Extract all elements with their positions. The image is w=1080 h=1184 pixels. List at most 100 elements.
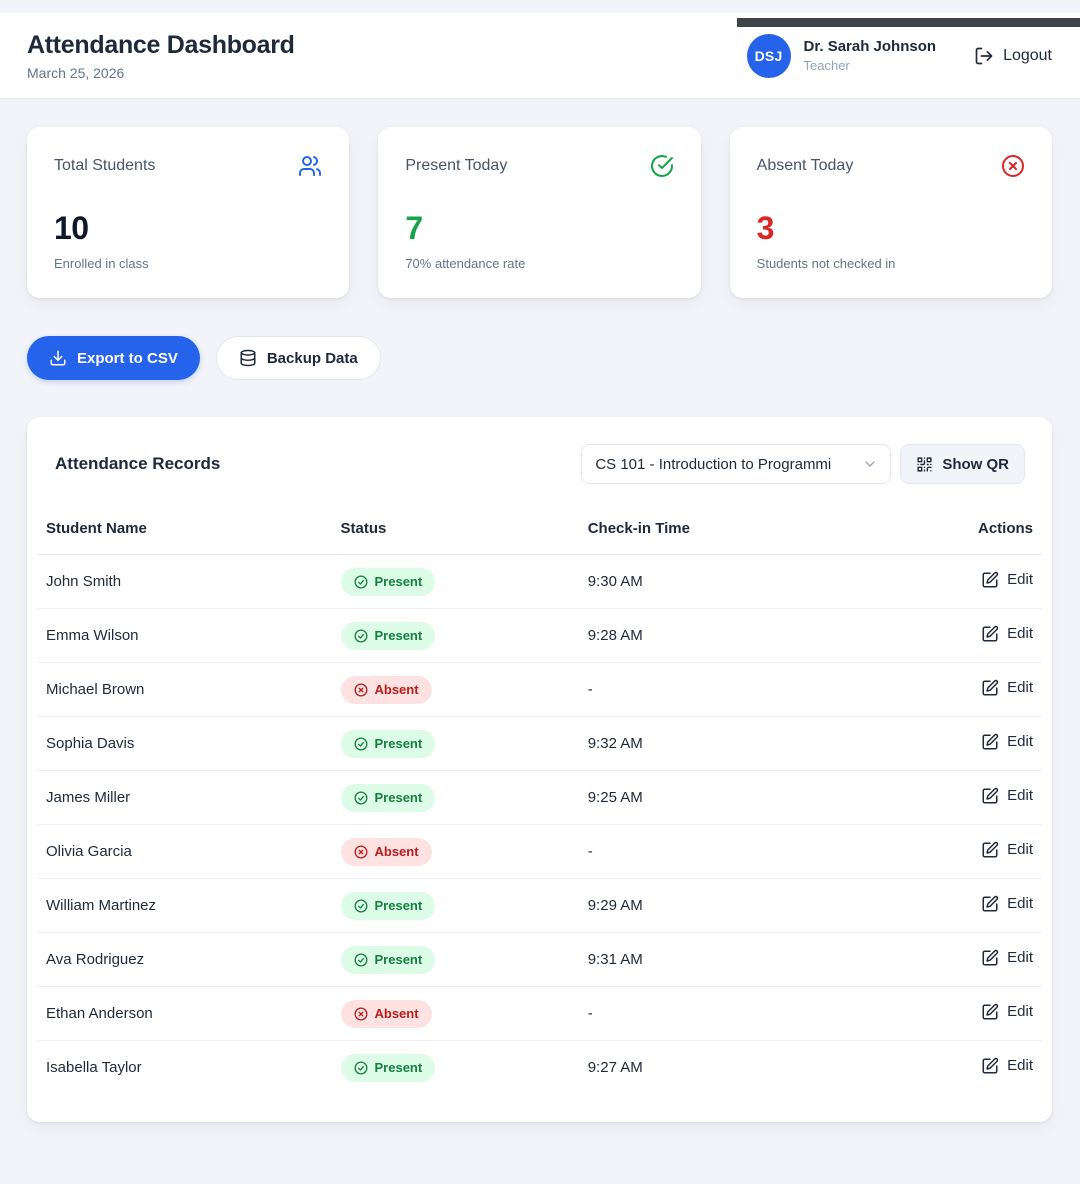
student-name: Isabella Taylor [46, 1059, 142, 1077]
logout-icon [974, 46, 994, 66]
stat-subtitle: 70% attendance rate [405, 256, 526, 271]
status-badge: Absent [340, 675, 432, 704]
student-name: John Smith [46, 573, 122, 590]
edit-icon [981, 625, 999, 643]
badge-check-icon [354, 737, 368, 751]
status-badge: Present [340, 1053, 436, 1082]
stat-value: 3 [756, 210, 775, 246]
checkin-time: 9:29 AM [587, 897, 643, 914]
edit-icon [981, 895, 999, 913]
edit-button[interactable]: Edit [981, 679, 1033, 697]
badge-check-icon [354, 953, 368, 967]
chevron-down-icon [862, 456, 878, 472]
student-name: Olivia Garcia [46, 843, 132, 860]
student-name: James Miller [46, 789, 131, 806]
status-badge: Present [340, 891, 436, 920]
attendance-table-body: John Smith Present 9:30 AM Edit Em [37, 554, 1042, 1095]
avatar: DSJ [746, 33, 791, 78]
class-select-value: CS 101 - Introduction to Programmi [595, 455, 832, 473]
table-row: James Miller Present 9:25 AM Edit [37, 770, 1042, 825]
edit-icon [981, 841, 999, 859]
table-row: Emma Wilson Present 9:28 AM Edit [37, 608, 1042, 663]
attendance-table: Student Name Status Check-in Time Action… [37, 510, 1042, 1095]
column-checkin-time: Check-in Time [587, 510, 900, 555]
stats-grid: Total Students 10 Enrolled in class Pres… [27, 127, 1052, 298]
main-content: Total Students 10 Enrolled in class Pres… [0, 98, 1080, 1122]
backup-data-button[interactable]: Backup Data [215, 336, 381, 380]
edit-button[interactable]: Edit [981, 733, 1033, 751]
edit-button[interactable]: Edit [981, 895, 1033, 913]
table-row: Michael Brown Absent - Edit [37, 662, 1042, 717]
edit-label: Edit [1007, 787, 1033, 804]
user-chip: DSJ Dr. Sarah Johnson Teacher [746, 33, 937, 78]
stat-label: Total Students [54, 157, 156, 174]
page-date: March 25, 2026 [27, 64, 125, 81]
stat-card-total-students: Total Students 10 Enrolled in class [27, 127, 350, 298]
edit-label: Edit [1007, 571, 1033, 588]
checkin-time: - [587, 681, 593, 698]
show-qr-button[interactable]: Show QR [900, 444, 1025, 484]
table-row: Ava Rodriguez Present 9:31 AM Edit [37, 932, 1042, 987]
edit-label: Edit [1007, 679, 1033, 696]
edit-button[interactable]: Edit [981, 1003, 1033, 1021]
edit-button[interactable]: Edit [981, 625, 1033, 643]
table-header-row: Student Name Status Check-in Time Action… [37, 510, 1042, 555]
table-row: John Smith Present 9:30 AM Edit [37, 554, 1042, 609]
edit-button[interactable]: Edit [981, 787, 1033, 805]
stat-value: 10 [54, 210, 89, 246]
stat-value: 7 [405, 210, 423, 246]
user-info: Dr. Sarah Johnson Teacher [804, 38, 937, 73]
edit-button[interactable]: Edit [981, 571, 1033, 589]
checkin-time: 9:31 AM [587, 951, 643, 968]
app-header: Attendance Dashboard March 25, 2026 DSJ … [0, 13, 1080, 98]
export-csv-button[interactable]: Export to CSV [27, 336, 200, 380]
edit-icon [981, 733, 999, 751]
student-name: Ava Rodriguez [46, 951, 145, 968]
stat-subtitle: Enrolled in class [54, 256, 149, 271]
edit-icon [981, 787, 999, 805]
badge-check-icon [354, 791, 368, 805]
student-name: Michael Brown [46, 681, 145, 698]
student-name: William Martinez [46, 897, 157, 914]
x-circle-icon [1001, 154, 1025, 178]
edit-button[interactable]: Edit [981, 949, 1033, 967]
status-label: Absent [374, 1006, 419, 1021]
edit-label: Edit [1007, 625, 1033, 642]
status-badge: Present [340, 783, 436, 812]
student-name: Emma Wilson [46, 627, 139, 644]
logout-label: Logout [1003, 46, 1052, 64]
check-circle-icon [650, 154, 674, 178]
status-badge: Absent [340, 837, 432, 866]
edit-label: Edit [1007, 895, 1033, 912]
badge-check-icon [354, 899, 368, 913]
status-label: Absent [374, 682, 419, 697]
student-name: Sophia Davis [46, 735, 135, 752]
edit-label: Edit [1007, 949, 1033, 966]
edit-label: Edit [1007, 733, 1033, 750]
class-select[interactable]: CS 101 - Introduction to Programmi [581, 444, 892, 484]
logout-button[interactable]: Logout [974, 46, 1052, 66]
checkin-time: 9:32 AM [587, 735, 643, 752]
edit-button[interactable]: Edit [981, 1057, 1033, 1075]
stat-subtitle: Students not checked in [756, 256, 896, 271]
records-title: Attendance Records [55, 454, 221, 473]
user-role: Teacher [803, 58, 850, 73]
stat-card-present-today: Present Today 7 70% attendance rate [378, 127, 701, 298]
table-row: William Martinez Present 9:29 AM Edit [37, 878, 1042, 933]
attendance-records-card: Attendance Records CS 101 - Introduction… [27, 417, 1052, 1122]
records-head: Attendance Records CS 101 - Introduction… [37, 444, 1042, 484]
stat-card-absent-today: Absent Today 3 Students not checked in [729, 127, 1052, 298]
checkin-time: 9:27 AM [587, 1059, 643, 1077]
stat-label: Present Today [405, 157, 508, 174]
users-icon [298, 154, 322, 178]
status-label: Present [374, 574, 423, 589]
status-label: Present [374, 952, 423, 967]
edit-button[interactable]: Edit [981, 841, 1033, 859]
export-csv-label: Export to CSV [77, 349, 178, 367]
checkin-time: 9:28 AM [587, 627, 643, 644]
badge-x-icon [354, 683, 368, 697]
download-icon [49, 349, 67, 367]
table-row: Olivia Garcia Absent - Edit [37, 824, 1042, 879]
table-row: Sophia Davis Present 9:32 AM Edit [37, 716, 1042, 771]
edit-icon [981, 679, 999, 697]
